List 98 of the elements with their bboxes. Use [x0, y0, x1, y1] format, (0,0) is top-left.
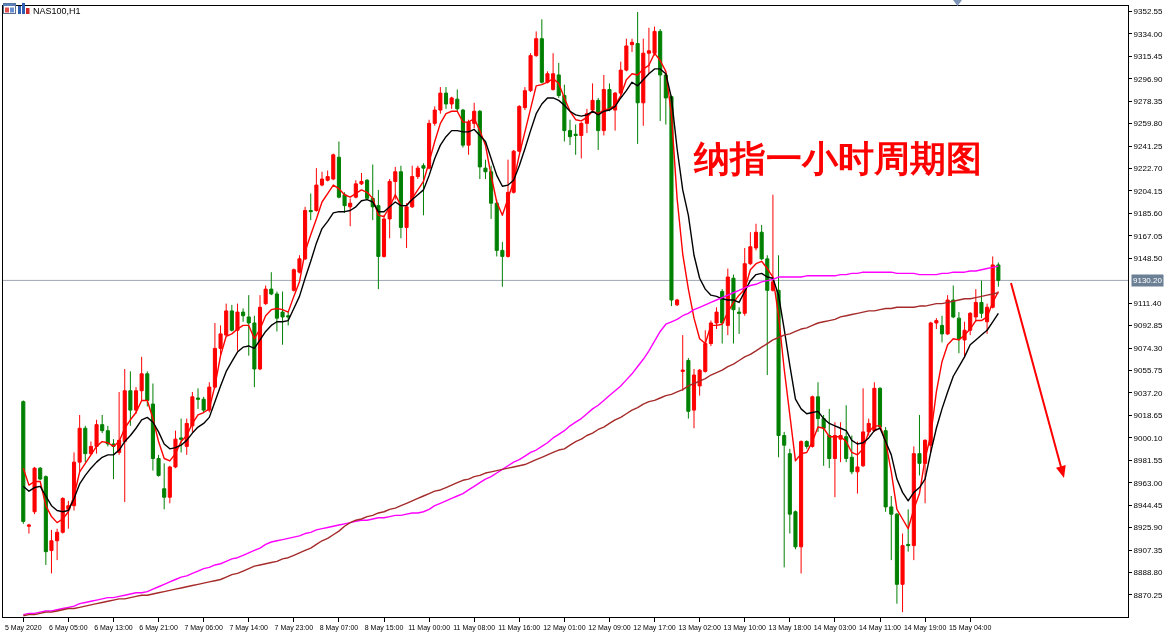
- candlestick: [629, 38, 635, 53]
- candlestick: [939, 315, 945, 343]
- candlestick: [229, 304, 234, 332]
- candlestick: [601, 74, 606, 136]
- candlestick: [596, 97, 601, 151]
- y-tick-label: 9352.55: [1133, 7, 1164, 17]
- y-tick-label: 9241.25: [1133, 141, 1164, 151]
- y-tick-label: 8925.90: [1133, 523, 1164, 533]
- candlestick: [100, 414, 105, 434]
- candlestick: [38, 466, 43, 481]
- candlestick: [235, 303, 240, 352]
- y-tick-label: 9148.50: [1133, 254, 1164, 264]
- candlestick: [43, 474, 48, 566]
- candlestick: [945, 294, 950, 336]
- candlestick: [827, 408, 832, 469]
- candlestick: [117, 391, 122, 456]
- candlestick: [737, 306, 742, 335]
- candlestick: [26, 523, 31, 535]
- candlestick: [675, 298, 680, 307]
- candlestick: [951, 284, 956, 319]
- candlestick: [725, 268, 730, 336]
- y-tick-label: 9259.80: [1133, 119, 1164, 129]
- candlestick: [985, 303, 990, 335]
- candlestick: [539, 18, 544, 84]
- candlestick: [145, 370, 150, 407]
- candlestick: [906, 508, 911, 553]
- candlestick: [956, 311, 961, 354]
- y-tick-label: 9185.60: [1133, 209, 1164, 219]
- y-tick-label: 8888.80: [1133, 568, 1164, 578]
- y-tick-label: 8963.00: [1133, 478, 1164, 488]
- candlestick: [398, 165, 403, 239]
- y-tick-label: 9315.45: [1133, 52, 1164, 62]
- candlestick: [877, 386, 883, 429]
- candlestick: [686, 357, 691, 420]
- candlestick: [449, 96, 454, 110]
- y-tick-label: 9334.00: [1133, 29, 1164, 39]
- candlestick: [810, 395, 815, 449]
- y-tick-label: 8907.35: [1133, 545, 1164, 555]
- candlestick: [923, 438, 928, 504]
- candlestick: [579, 121, 584, 159]
- candlestick: [917, 414, 922, 476]
- candlestick: [973, 288, 978, 323]
- y-tick-label: 9037.20: [1133, 388, 1164, 398]
- candlestick: [308, 193, 313, 221]
- y-tick-label: 9111.40: [1133, 298, 1162, 308]
- y-tick-label: 9296.90: [1133, 74, 1164, 84]
- y-tick-label: 8870.25: [1133, 590, 1164, 600]
- y-tick-label: 9055.75: [1133, 366, 1164, 376]
- candlestick: [21, 399, 26, 525]
- candlestick: [590, 82, 595, 112]
- candlestick: [179, 418, 184, 453]
- candlestick: [720, 288, 725, 345]
- candlestick: [635, 11, 640, 145]
- candlestick: [804, 439, 809, 450]
- candlestick: [584, 108, 589, 134]
- y-tick-label: 9278.35: [1133, 96, 1164, 106]
- candlestick: [979, 280, 984, 319]
- y-tick-label: 9204.15: [1133, 186, 1164, 196]
- y-tick-label: 8981.55: [1133, 456, 1164, 466]
- y-tick-label: 9000.10: [1133, 433, 1164, 443]
- candlestick: [861, 387, 866, 468]
- y-tick-label: 8944.45: [1133, 500, 1164, 510]
- candlestick: [348, 197, 353, 227]
- candlestick: [844, 404, 849, 463]
- candlestick: [415, 165, 420, 180]
- candlestick: [421, 162, 426, 216]
- candlestick: [680, 334, 685, 392]
- candlestick: [855, 441, 860, 495]
- candlestick: [770, 194, 775, 293]
- candlestick: [613, 91, 618, 132]
- y-tick-label: 9222.70: [1133, 164, 1164, 174]
- candlestick: [128, 370, 133, 427]
- candlestick: [607, 82, 612, 112]
- candlestick: [996, 262, 1001, 288]
- y-tick-label: 9074.30: [1133, 343, 1164, 353]
- candlestick: [455, 88, 460, 112]
- annotation: 纳指一小时周期图: [693, 138, 982, 179]
- candlestick: [849, 435, 854, 475]
- candlestick: [241, 307, 246, 323]
- candlestick: [269, 271, 274, 296]
- candlestick: [257, 294, 263, 371]
- candlestick: [105, 425, 110, 447]
- candlestick: [32, 466, 37, 515]
- candlestick: [505, 159, 511, 259]
- y-tick-label: 9092.85: [1133, 321, 1164, 331]
- ref-line-label: 9130.20: [1133, 276, 1163, 285]
- candlestick: [894, 512, 899, 605]
- candlestick: [83, 425, 88, 463]
- candlestick: [443, 86, 449, 110]
- y-tick-label: 9018.65: [1133, 411, 1164, 421]
- chart-title: NAS100,H1: [33, 6, 81, 17]
- y-tick-label: 9167.05: [1133, 231, 1164, 241]
- candlestick: [658, 28, 663, 122]
- candlestick: [122, 368, 127, 503]
- candlestick: [968, 311, 973, 336]
- candlestick: [900, 533, 905, 613]
- candlestick: [263, 284, 268, 306]
- candlestick: [162, 462, 167, 510]
